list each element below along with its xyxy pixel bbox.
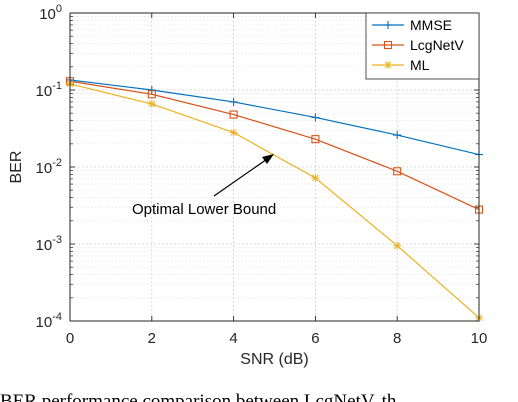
plot-frame (69, 12, 480, 322)
legend-box (365, 12, 480, 80)
plus-marker (311, 113, 320, 122)
plus-marker (147, 86, 156, 94)
y-tick-label: 10-2 (36, 157, 62, 177)
x-tick-label: 6 (311, 330, 319, 347)
series-line-lcgnetv (70, 80, 479, 211)
square-marker (229, 110, 238, 119)
square-marker (383, 40, 393, 50)
y-tick-label: 100 (39, 3, 62, 23)
y-tick-labels: 100 10-1 10-2 10-3 10-4 (36, 3, 62, 331)
square-marker (393, 167, 402, 176)
x-axis-label: SNR (dB) (240, 351, 308, 368)
figure-caption: BER performance comparison between LcgNe… (0, 391, 397, 402)
plus-marker (229, 97, 238, 106)
y-axis-label: BER (8, 151, 25, 184)
series-layer (70, 79, 479, 319)
legend-entry-lcgnetv: LcgNetV (372, 37, 464, 53)
legend: MMSE LcgNetV ML (365, 12, 480, 80)
series-line-mmse (70, 79, 479, 156)
legend-label: ML (410, 57, 430, 73)
star-marker (147, 99, 156, 108)
plus-marker (384, 21, 392, 29)
legend-entry-ml: ML (372, 57, 430, 73)
arrow-head-icon (262, 154, 274, 164)
x-tick-label: 10 (471, 330, 488, 347)
y-tick-label: 10-1 (36, 80, 62, 100)
x-tick-label: 0 (66, 330, 74, 347)
star-marker (229, 128, 238, 137)
x-tick-label: 8 (393, 330, 401, 347)
legend-entry-mmse: MMSE (372, 17, 452, 33)
series-line-ml (70, 83, 479, 319)
y-tick-label: 10-3 (36, 234, 62, 254)
annotation-arrow (213, 156, 271, 197)
y-tick-label: 10-4 (36, 311, 62, 331)
legend-label: MMSE (410, 17, 452, 33)
x-tick-labels: 0 2 4 6 8 10 (66, 330, 488, 347)
x-tick-label: 4 (229, 330, 237, 347)
square-marker (311, 135, 320, 144)
legend-label: LcgNetV (410, 37, 464, 53)
star-marker (384, 61, 392, 69)
plus-marker (393, 131, 402, 140)
star-marker (393, 241, 402, 250)
annotation: Optimal Lower Bound (132, 154, 276, 218)
annotation-text: Optimal Lower Bound (132, 201, 276, 218)
x-tick-label: 2 (148, 330, 156, 347)
square-marker (147, 90, 156, 99)
star-marker (311, 173, 320, 182)
